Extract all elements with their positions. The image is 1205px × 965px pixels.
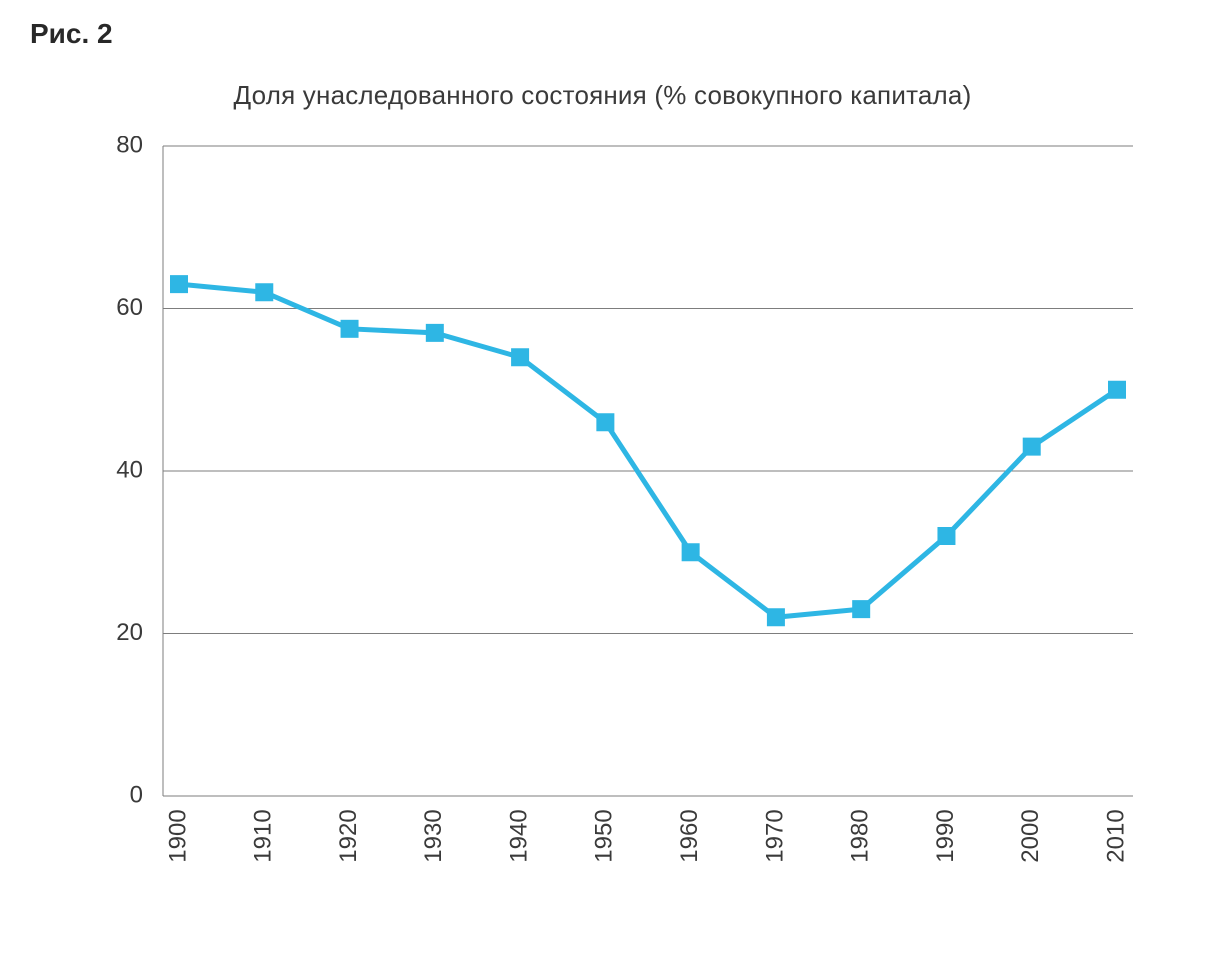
ytick-label: 60 [116, 294, 143, 321]
figure-label: Рис. 2 [30, 18, 1175, 50]
data-line [179, 284, 1117, 617]
data-marker [937, 527, 955, 545]
line-chart: 0 20 40 60 80 1900 1910 1920 1930 1940 1950 1960 197… [53, 136, 1153, 936]
data-marker [681, 543, 699, 561]
data-marker [255, 283, 273, 301]
xtick-label: 1920 [334, 809, 361, 862]
data-marker [340, 320, 358, 338]
xtick-label: 1910 [249, 809, 276, 862]
data-marker [511, 348, 529, 366]
page: Рис. 2 Доля унаследованного состояния (%… [0, 0, 1205, 965]
ytick-label: 40 [116, 456, 143, 483]
xtick-label: 1990 [931, 809, 958, 862]
xtick-label: 1970 [761, 809, 788, 862]
data-marker [1108, 381, 1126, 399]
data-marker [852, 600, 870, 618]
ytick-label: 20 [116, 619, 143, 646]
xtick-label: 1960 [675, 809, 702, 862]
data-marker [425, 324, 443, 342]
xtick-label: 1980 [846, 809, 873, 862]
ytick-label: 80 [116, 136, 143, 158]
data-marker [596, 413, 614, 431]
data-marker [170, 275, 188, 293]
chart-container: 0 20 40 60 80 1900 1910 1920 1930 1940 1950 1960 197… [53, 136, 1153, 936]
xtick-label: 2000 [1017, 809, 1044, 862]
data-marker [1022, 438, 1040, 456]
data-marker [766, 608, 784, 626]
xtick-label: 1940 [505, 809, 532, 862]
xtick-label: 1900 [164, 809, 191, 862]
chart-title: Доля унаследованного состояния (% совоку… [30, 80, 1175, 111]
xtick-label: 2010 [1102, 809, 1129, 862]
xtick-label: 1930 [420, 809, 447, 862]
xtick-label: 1950 [590, 809, 617, 862]
ytick-label: 0 [129, 781, 142, 808]
